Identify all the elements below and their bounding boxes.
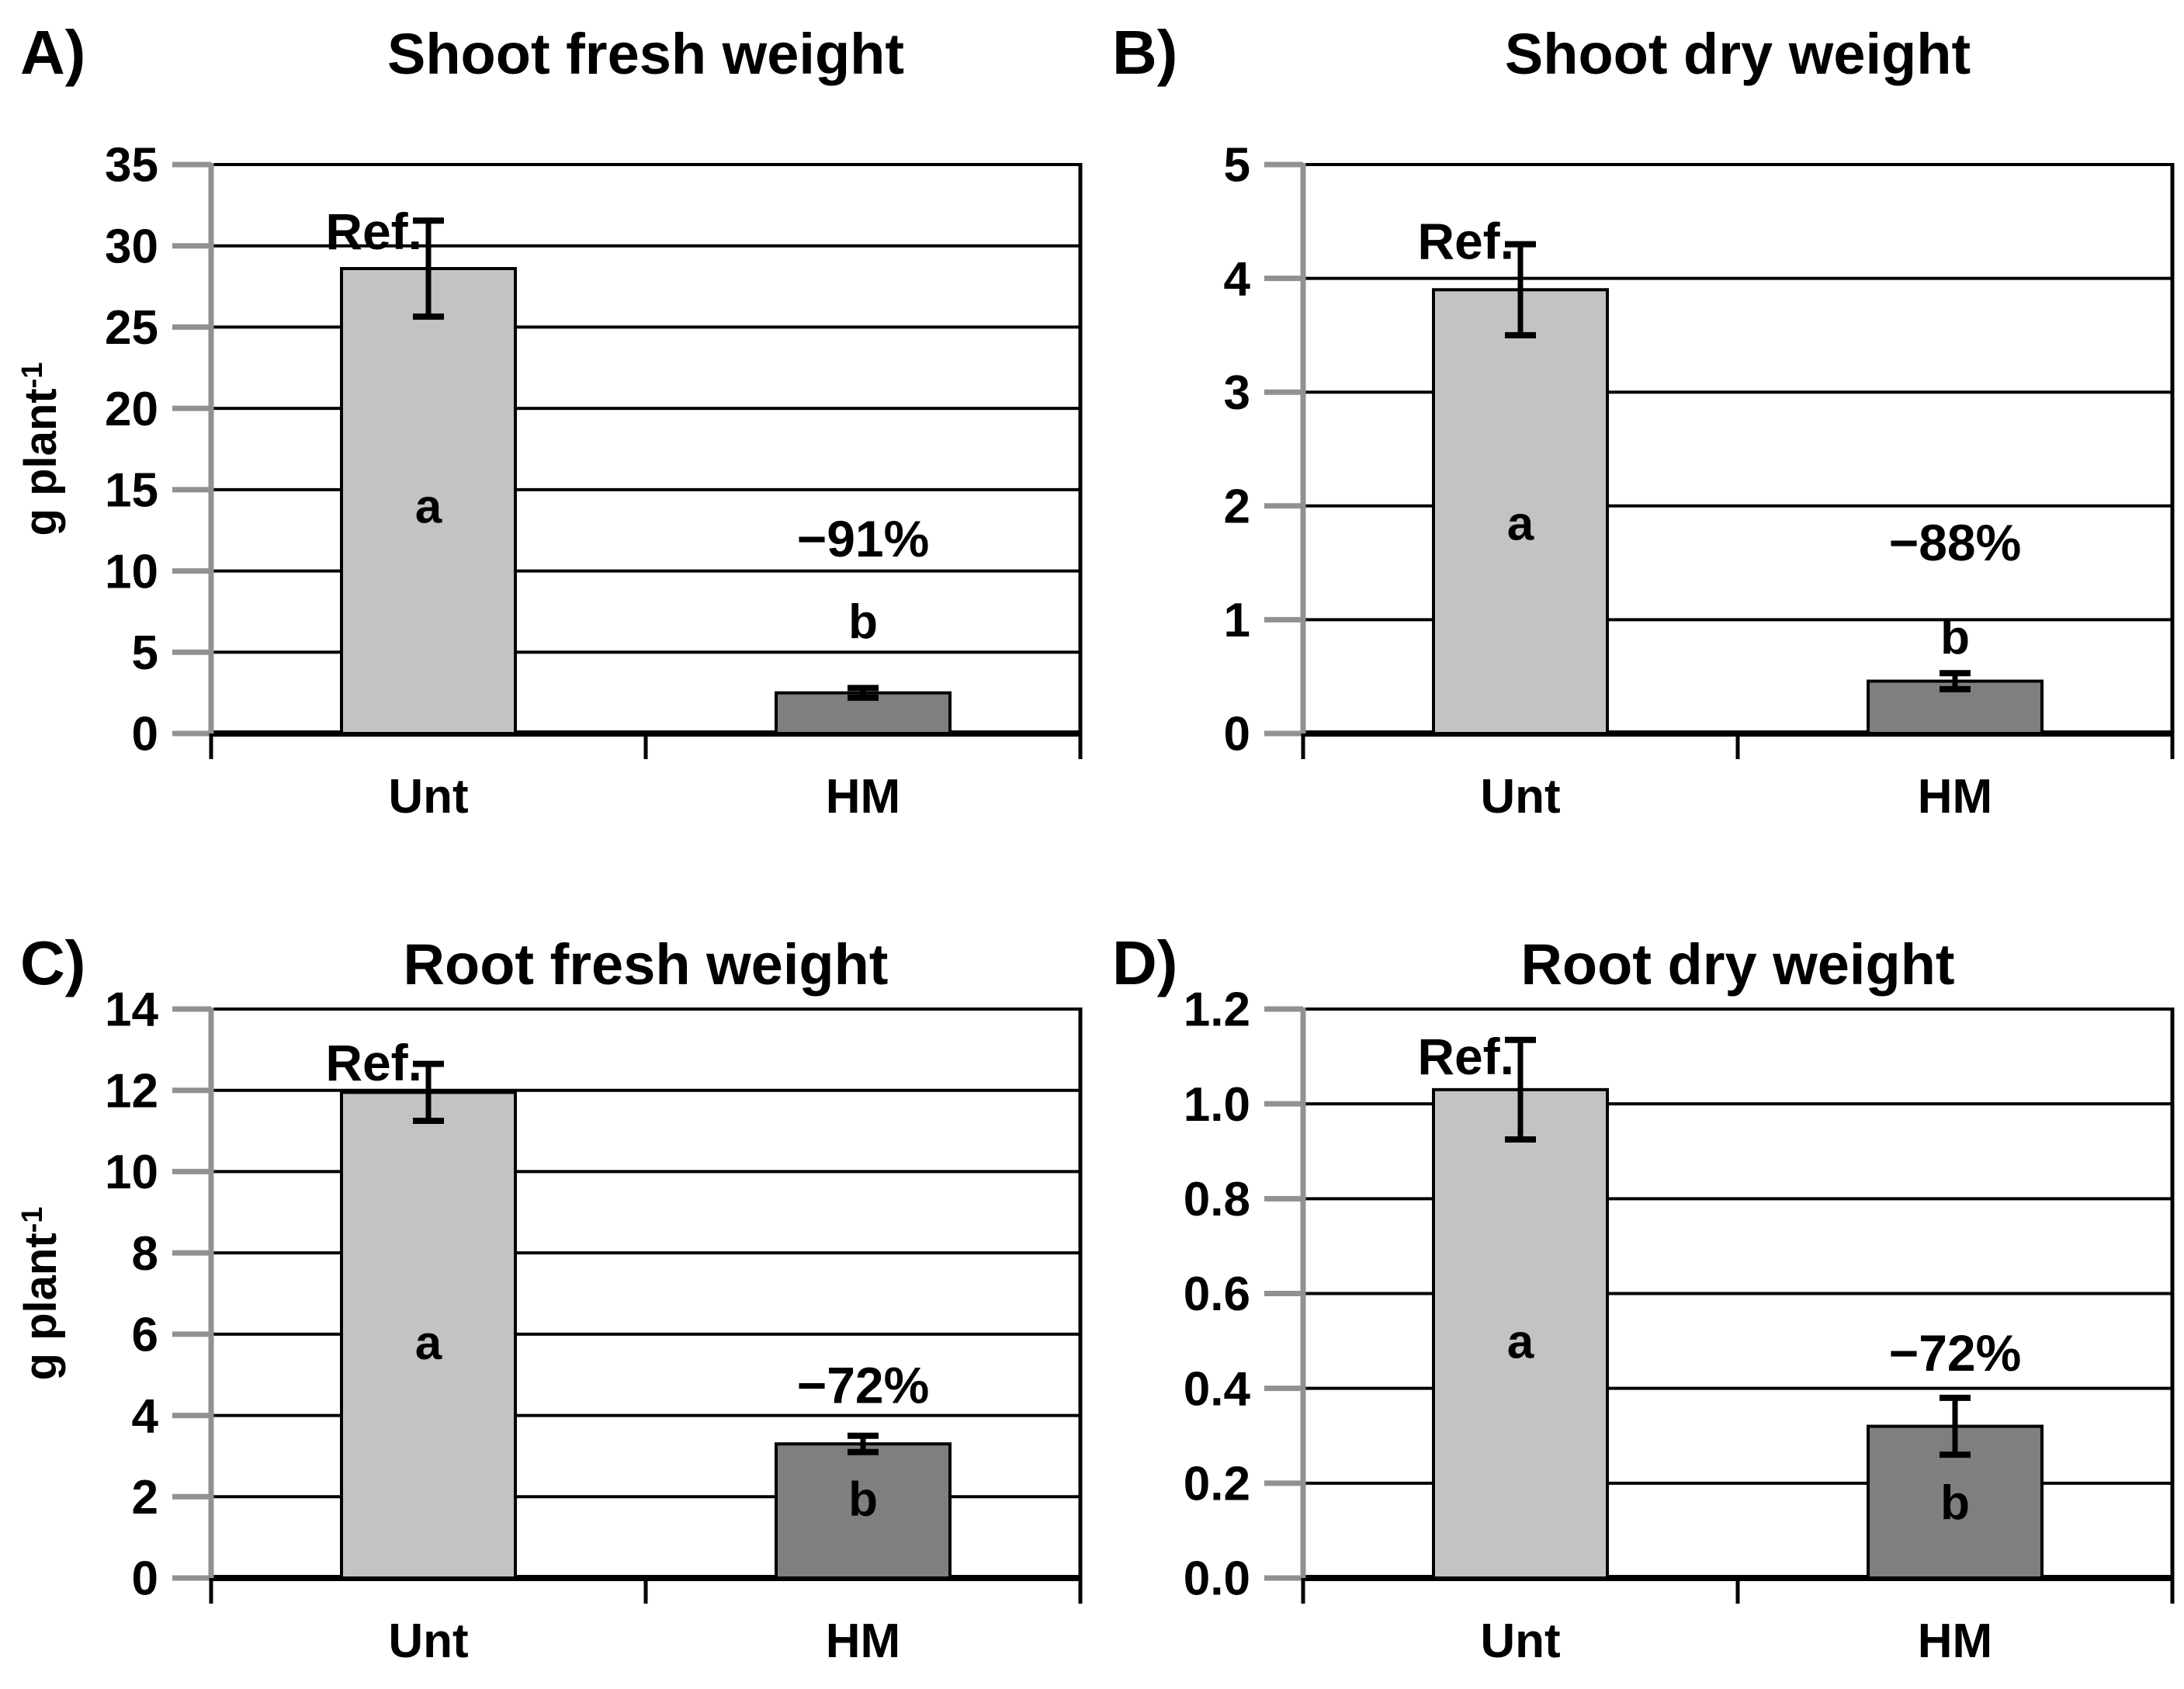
stat-letter: a bbox=[415, 480, 442, 534]
panel-title: Shoot dry weight bbox=[1505, 22, 1971, 86]
ref-label: Ref. bbox=[1417, 1028, 1514, 1085]
y-tick-label: 30 bbox=[105, 220, 158, 273]
pct-label: −88% bbox=[1889, 514, 2022, 571]
y-tick-label: 0.4 bbox=[1184, 1362, 1251, 1416]
y-tick-label: 0.8 bbox=[1184, 1173, 1250, 1226]
y-tick-label: 35 bbox=[105, 139, 158, 192]
y-tick-label: 4 bbox=[1224, 252, 1251, 306]
y-tick-label: 14 bbox=[105, 983, 158, 1037]
category-label: HM bbox=[826, 770, 900, 824]
y-tick-label: 8 bbox=[132, 1227, 158, 1281]
y-axis-label: g plant-1 bbox=[16, 1207, 66, 1381]
bar-unt bbox=[340, 267, 517, 735]
bar-unt bbox=[340, 1091, 517, 1580]
panel-b-chart: 0 1 2 3 4 5 a Unt b HM Ref. −88% B) Shoot dry weight bbox=[1112, 18, 2175, 824]
y-tick-label: 4 bbox=[132, 1389, 159, 1443]
y-tick-label: 0.2 bbox=[1184, 1458, 1250, 1511]
y-tick-label: 0 bbox=[132, 708, 158, 761]
y-tick-label: 5 bbox=[132, 626, 158, 680]
y-tick-label: 12 bbox=[105, 1064, 158, 1118]
stat-letter: b bbox=[848, 1473, 878, 1527]
y-tick-label: 10 bbox=[105, 545, 158, 598]
pct-label: −72% bbox=[1889, 1324, 2022, 1382]
panel-title: Shoot fresh weight bbox=[387, 22, 904, 86]
panel-d-chart: 0.0 0.2 0.4 0.6 0.8 1.0 1.2 a Unt b HM Ref. −72% D) Ro… bbox=[1112, 928, 2175, 1668]
ref-label: Ref. bbox=[325, 1034, 422, 1091]
y-tick-label: 1.2 bbox=[1184, 983, 1250, 1037]
ref-label: Ref. bbox=[1417, 212, 1514, 269]
y-tick-label: 0.0 bbox=[1184, 1552, 1250, 1606]
panel-c-chart: 0 2 4 6 8 10 12 14 a Unt b HM Ref. −72% C) Root fresh w… bbox=[16, 928, 1083, 1668]
stat-letter: b bbox=[1940, 611, 1970, 664]
y-tick-label: 0 bbox=[1224, 708, 1250, 761]
stat-letter: a bbox=[1507, 1315, 1534, 1368]
y-tick-label: 10 bbox=[105, 1146, 158, 1199]
category-label: HM bbox=[826, 1614, 900, 1668]
panel-title: Root fresh weight bbox=[404, 932, 889, 997]
pct-label: −72% bbox=[797, 1356, 930, 1413]
category-label: HM bbox=[1918, 1614, 1992, 1668]
y-tick-label: 20 bbox=[105, 383, 158, 436]
panel-label: C) bbox=[20, 928, 85, 997]
y-tick-label: 0 bbox=[132, 1552, 158, 1606]
pct-label: −91% bbox=[797, 510, 930, 567]
y-tick-label: 15 bbox=[105, 464, 158, 518]
y-tick-label: 1 bbox=[1224, 594, 1250, 647]
y-tick-label: 25 bbox=[105, 301, 158, 355]
bar-unt bbox=[1432, 288, 1609, 735]
stat-letter: a bbox=[415, 1316, 442, 1370]
stat-letter: b bbox=[848, 595, 878, 649]
category-label: Unt bbox=[388, 1614, 468, 1668]
panel-title: Root dry weight bbox=[1520, 932, 1954, 997]
stat-letter: a bbox=[1507, 497, 1534, 550]
ref-label: Ref. bbox=[325, 203, 422, 260]
y-tick-label: 0.6 bbox=[1184, 1268, 1250, 1321]
y-tick-label: 2 bbox=[1224, 480, 1250, 534]
y-tick-label: 6 bbox=[132, 1309, 158, 1362]
y-tick-label: 3 bbox=[1224, 366, 1250, 420]
panel-label: A) bbox=[20, 18, 85, 87]
category-label: Unt bbox=[1480, 1614, 1560, 1668]
panel-label: B) bbox=[1112, 18, 1177, 87]
bar-unt bbox=[1432, 1087, 1609, 1580]
category-label: HM bbox=[1918, 770, 1992, 824]
category-label: Unt bbox=[1480, 770, 1560, 824]
y-axis-label: g plant-1 bbox=[16, 362, 66, 536]
bar-hm bbox=[775, 1442, 952, 1580]
category-label: Unt bbox=[388, 770, 468, 824]
y-tick-label: 2 bbox=[132, 1471, 158, 1524]
y-tick-label: 5 bbox=[1224, 139, 1250, 192]
y-tick-label: 1.0 bbox=[1184, 1078, 1250, 1132]
panel-label: D) bbox=[1112, 928, 1177, 997]
panel-a-chart: 0 5 10 15 20 25 30 35 a Unt b HM Ref. −91% A) Shoot fre… bbox=[16, 18, 1083, 824]
stat-letter: b bbox=[1940, 1476, 1970, 1530]
